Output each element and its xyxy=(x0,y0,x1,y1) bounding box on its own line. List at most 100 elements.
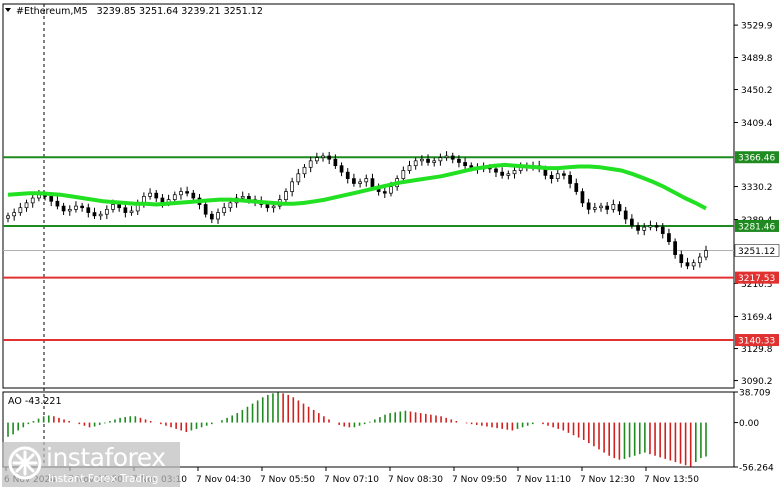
price-tick-label: 3450.2 xyxy=(741,86,773,96)
main-pane xyxy=(2,3,735,389)
candle-body xyxy=(30,197,35,204)
candle-body xyxy=(24,202,29,209)
candle-body xyxy=(265,204,270,209)
candle-body xyxy=(704,250,708,258)
candle-body xyxy=(401,170,406,179)
level-label: 3281.46 xyxy=(738,222,775,232)
symbol-name: #Ethereum,M5 xyxy=(16,6,88,17)
candle-body xyxy=(506,173,511,176)
candle-body xyxy=(92,212,97,217)
candle-body xyxy=(209,213,214,220)
candle-body xyxy=(203,204,208,215)
candle-body xyxy=(667,233,671,243)
ao-tick-label: 38.709 xyxy=(739,389,771,399)
instaforex-logo-icon xyxy=(8,446,42,480)
price-tick-label: 3090.2 xyxy=(741,377,773,387)
candle-body xyxy=(364,178,369,183)
ao-label: AO -43.221 xyxy=(8,396,62,407)
candle-body xyxy=(512,170,517,175)
candle-body xyxy=(389,186,393,194)
candle-body xyxy=(321,155,325,158)
level-label: 3366.46 xyxy=(738,154,775,164)
moving-average-line xyxy=(7,162,707,211)
candle-body xyxy=(673,241,677,255)
candle-body xyxy=(55,200,60,207)
candle-body xyxy=(697,256,702,264)
candle-body xyxy=(6,215,10,219)
level-label-bg xyxy=(735,219,779,232)
candle-body xyxy=(444,155,449,158)
moving-average-layer xyxy=(7,162,707,211)
watermark-tagline: Instant Forex Trading xyxy=(48,473,159,485)
candle-body xyxy=(654,225,659,228)
time-tick-label: 7 Nov 05:50 xyxy=(260,475,315,485)
current-price-label-bg xyxy=(734,244,780,257)
ao-tick-label: -56.264 xyxy=(739,464,774,474)
candle-body xyxy=(154,192,159,199)
candle-body xyxy=(426,158,430,163)
dropdown-triangle-icon[interactable] xyxy=(5,8,11,12)
level-label-bg xyxy=(735,334,779,347)
candle-body xyxy=(111,204,115,210)
candle-body xyxy=(623,210,628,220)
candle-body xyxy=(172,194,177,200)
level-label-bg xyxy=(735,151,779,164)
candle-body xyxy=(660,226,665,234)
candle-body xyxy=(37,194,41,199)
candle-body xyxy=(469,165,474,168)
price-tick-label: 3210.3 xyxy=(741,280,773,290)
candle-body xyxy=(284,191,288,200)
price-tick-label: 3489.8 xyxy=(741,54,773,64)
candle-body xyxy=(185,191,189,194)
ao-tick-label: 0.00 xyxy=(739,419,759,429)
price-tick-label: 3409.4 xyxy=(741,119,773,129)
candle-body xyxy=(574,183,579,192)
candle-body xyxy=(679,254,684,264)
level-label: 3140.33 xyxy=(738,337,775,347)
price-tick-label: 3529.9 xyxy=(741,22,773,32)
candle-body xyxy=(228,202,233,209)
candle-body xyxy=(463,162,467,167)
candle-body xyxy=(691,262,696,267)
candle-body xyxy=(457,158,461,163)
candle-body xyxy=(438,157,443,162)
price-tick-label: 3169.4 xyxy=(741,313,773,323)
candle-body xyxy=(296,173,301,183)
candle-body xyxy=(271,205,276,209)
candle-body xyxy=(432,160,437,163)
current-price-label: 3251.12 xyxy=(738,247,775,257)
candle-body xyxy=(302,166,307,175)
candle-body xyxy=(352,178,356,184)
candle-body xyxy=(179,191,183,196)
time-tick-label: 7 Nov 11:10 xyxy=(516,475,571,485)
time-tick-label: 7 Nov 07:10 xyxy=(324,475,379,485)
price-axis: 3529.93489.83450.23409.43330.23289.43210… xyxy=(734,22,780,474)
candle-body xyxy=(290,181,294,192)
candle-body xyxy=(562,173,566,176)
candle-body xyxy=(18,207,23,213)
candle-body xyxy=(555,173,560,179)
candle-body xyxy=(413,160,418,167)
candle-body xyxy=(642,226,647,231)
candle-body xyxy=(308,160,313,168)
candle-body xyxy=(420,158,424,162)
candle-body xyxy=(407,165,412,171)
candle-body xyxy=(580,191,585,204)
candle-body xyxy=(12,212,17,217)
time-tick-label: 7 Nov 12:30 xyxy=(580,475,635,485)
candle-body xyxy=(339,165,344,173)
candle-body xyxy=(216,212,220,220)
instaforex-watermark: instaforex Instant Forex Trading xyxy=(2,442,180,487)
candle-body xyxy=(67,208,72,212)
candle-body xyxy=(370,178,375,188)
candle-body xyxy=(592,207,597,210)
candle-body xyxy=(382,191,387,194)
candle-body xyxy=(358,181,362,184)
candle-body xyxy=(450,155,455,160)
level-label-bg xyxy=(735,271,779,284)
level-label: 3217.53 xyxy=(738,274,775,284)
candle-body xyxy=(586,202,591,210)
candle-body xyxy=(74,205,78,210)
watermark-brand: instaforex xyxy=(46,443,166,472)
